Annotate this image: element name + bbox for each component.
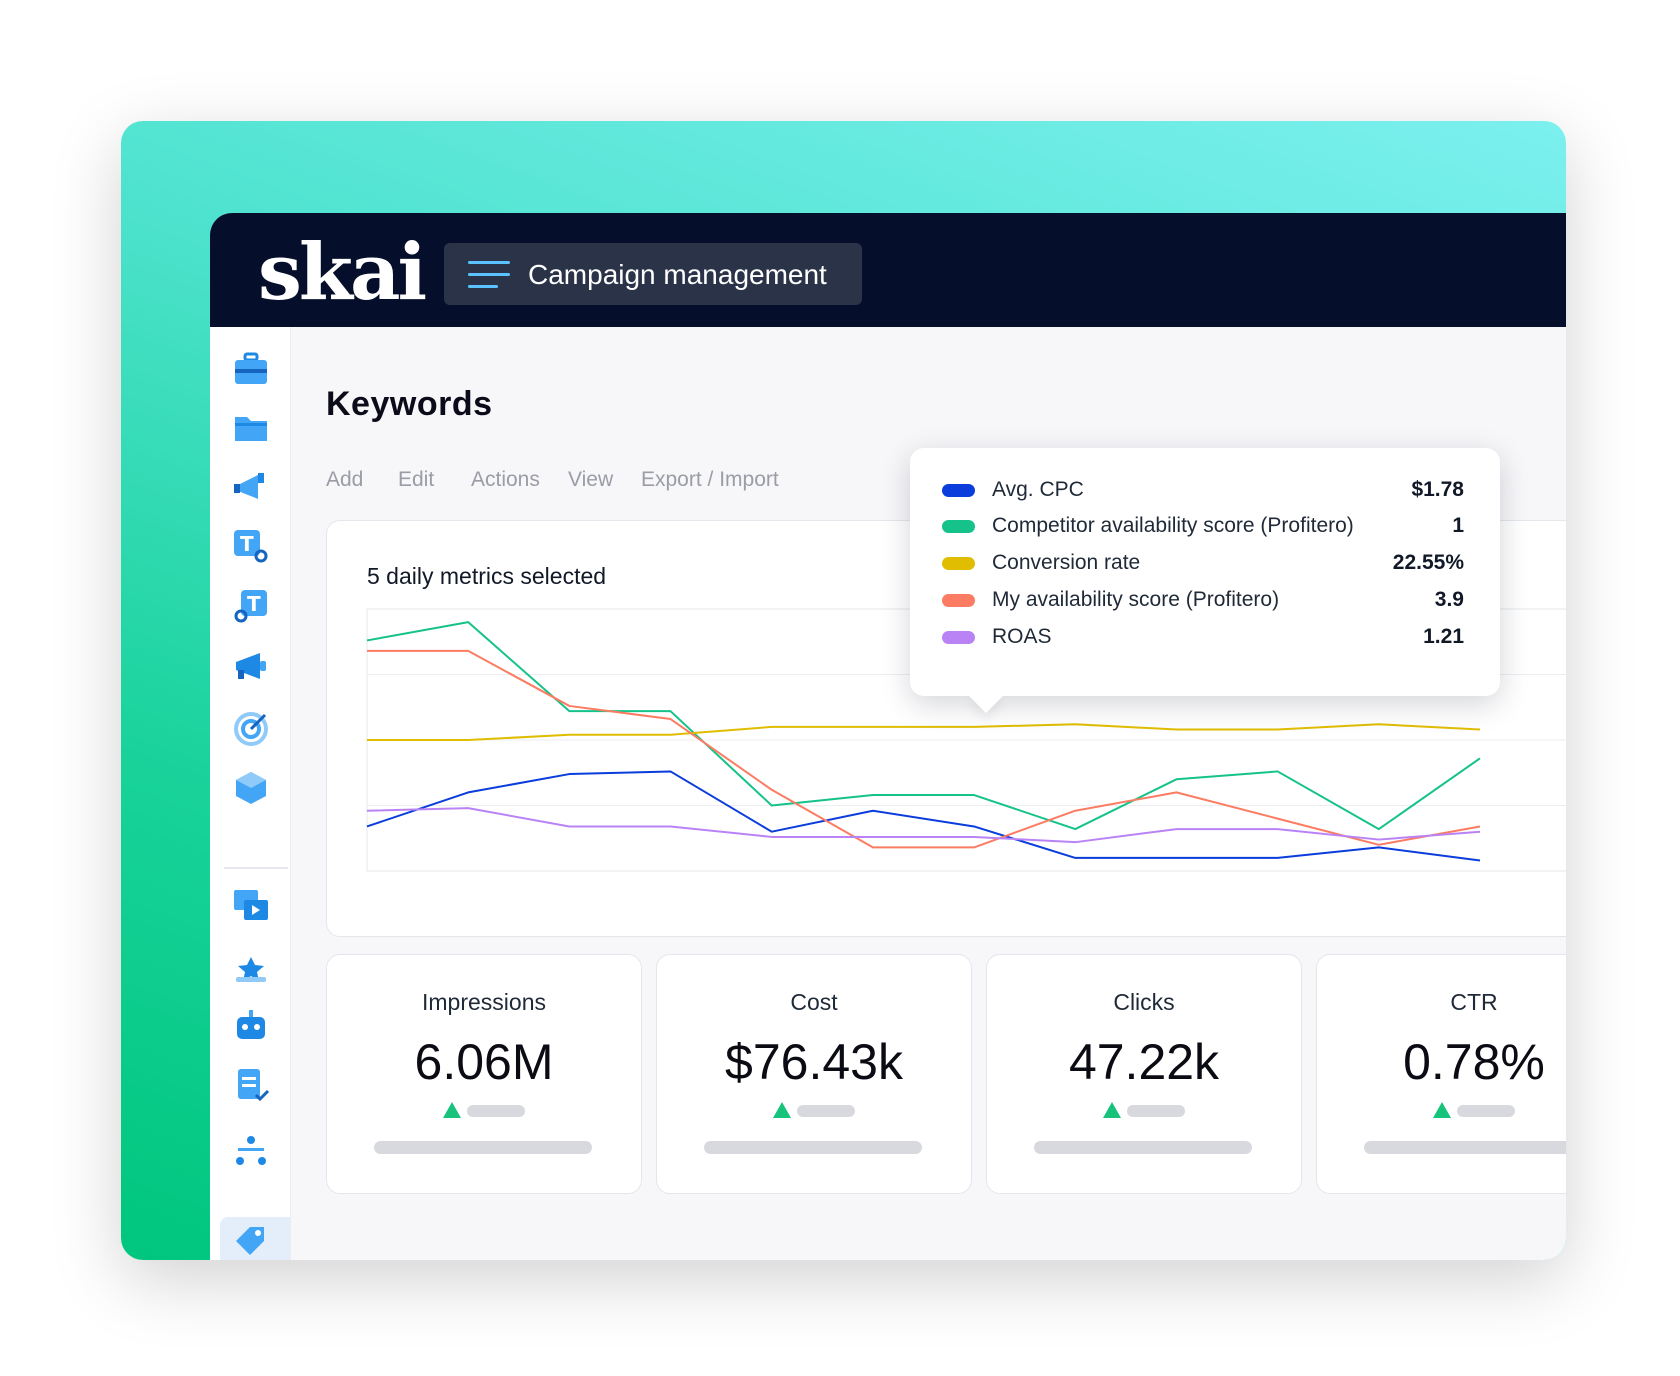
text-ad-key-icon[interactable]: T — [232, 527, 270, 565]
stat-label: Clicks — [1113, 989, 1175, 1015]
stat-placeholder-bar — [704, 1141, 922, 1154]
trend-placeholder — [1127, 1105, 1185, 1117]
add-action[interactable]: Add — [326, 468, 364, 491]
tooltip-row: Avg. CPC $1.78 — [942, 476, 1464, 506]
tooltip-label: Competitor availability score (Profitero… — [992, 514, 1354, 537]
folder-icon[interactable] — [232, 409, 270, 447]
checklist-icon[interactable] — [232, 1065, 270, 1103]
stat-label: Impressions — [422, 989, 546, 1015]
stat-label: Cost — [790, 989, 838, 1015]
tooltip-value: 1 — [1452, 514, 1464, 537]
series-line[interactable] — [366, 807, 1481, 844]
view-action[interactable]: View — [568, 468, 614, 491]
series-swatch — [942, 557, 975, 570]
cube-icon[interactable] — [232, 769, 270, 807]
ctr-card[interactable]: CTR 0.78% — [1316, 954, 1566, 1194]
app-window: skai Campaign management — [210, 213, 1566, 1260]
trend-placeholder — [467, 1105, 525, 1117]
stat-value: 6.06M — [414, 1034, 554, 1090]
text-search-icon[interactable]: T — [232, 587, 270, 625]
trend-up-icon — [443, 1102, 461, 1118]
campaign-megaphone-icon[interactable] — [232, 467, 270, 505]
series-swatch — [942, 631, 975, 644]
series-line[interactable] — [366, 770, 1481, 862]
tooltip-row: Competitor availability score (Profitero… — [942, 512, 1464, 542]
trend-up-icon — [1433, 1102, 1451, 1118]
campaign-menu-button[interactable]: Campaign management — [444, 243, 862, 305]
metrics-line-chart[interactable] — [327, 521, 1566, 936]
tooltip-row: Conversion rate 22.55% — [942, 549, 1464, 579]
stat-placeholder-bar — [374, 1141, 592, 1154]
clicks-card[interactable]: Clicks 47.22k — [986, 954, 1302, 1194]
series-swatch — [942, 520, 975, 533]
svg-text:T: T — [247, 592, 261, 616]
tooltip-value: 1.21 — [1423, 625, 1464, 648]
series-line[interactable] — [367, 723, 1481, 741]
stat-placeholder-bar — [1034, 1141, 1252, 1154]
trend-up-icon — [1103, 1102, 1121, 1118]
chart-title: 5 daily metrics selected — [367, 563, 607, 589]
actions-menu[interactable]: Actions — [471, 468, 540, 491]
tooltip-value: 22.55% — [1392, 551, 1464, 574]
skai-logo[interactable]: skai — [258, 227, 427, 318]
tooltip-label: ROAS — [992, 625, 1052, 648]
media-gallery-icon[interactable] — [232, 887, 270, 925]
cost-card[interactable]: Cost $76.43k — [656, 954, 972, 1194]
trend-placeholder — [1457, 1105, 1515, 1117]
sidebar-separator — [224, 867, 288, 869]
sidebar: T T — [210, 327, 291, 1260]
briefcase-icon[interactable] — [232, 351, 270, 389]
stat-value: 0.78% — [1403, 1034, 1545, 1090]
trend-up-icon — [773, 1102, 791, 1118]
robot-icon[interactable] — [232, 1007, 270, 1045]
edit-action[interactable]: Edit — [398, 468, 435, 491]
stat-value: $76.43k — [725, 1034, 903, 1090]
page-title: Keywords — [326, 385, 493, 423]
tooltip-value: $1.78 — [1411, 478, 1464, 501]
svg-text:T: T — [240, 532, 254, 556]
target-icon[interactable] — [232, 709, 270, 747]
trend-placeholder — [797, 1105, 855, 1117]
tooltip-row: My availability score (Profitero) 3.9 — [942, 586, 1464, 616]
tooltip-value: 3.9 — [1434, 588, 1464, 611]
export-import-action[interactable]: Export / Import — [641, 468, 779, 491]
stat-value: 47.22k — [1068, 1034, 1220, 1090]
hierarchy-icon[interactable] — [232, 1133, 270, 1171]
tooltip-label: My availability score (Profitero) — [992, 588, 1280, 611]
tag-icon[interactable] — [232, 1223, 270, 1260]
stat-placeholder-bar — [1364, 1141, 1566, 1154]
tooltip-label: Conversion rate — [992, 551, 1141, 574]
top-bar: skai Campaign management — [210, 213, 1566, 327]
series-swatch — [942, 594, 975, 607]
tooltip-row: ROAS 1.21 — [942, 623, 1464, 653]
star-badge-icon[interactable] — [232, 951, 270, 989]
series-swatch — [942, 484, 975, 497]
metrics-tooltip: Avg. CPC $1.78 Competitor availability s… — [910, 448, 1500, 696]
tooltip-label: Avg. CPC — [992, 478, 1084, 501]
series-line[interactable] — [367, 649, 1481, 849]
megaphone-icon[interactable] — [232, 647, 270, 685]
impressions-card[interactable]: Impressions 6.06M — [326, 954, 642, 1194]
gradient-frame: skai Campaign management — [121, 121, 1566, 1260]
hamburger-icon — [468, 261, 510, 289]
campaign-menu-label: Campaign management — [528, 259, 827, 290]
stat-label: CTR — [1450, 989, 1498, 1015]
